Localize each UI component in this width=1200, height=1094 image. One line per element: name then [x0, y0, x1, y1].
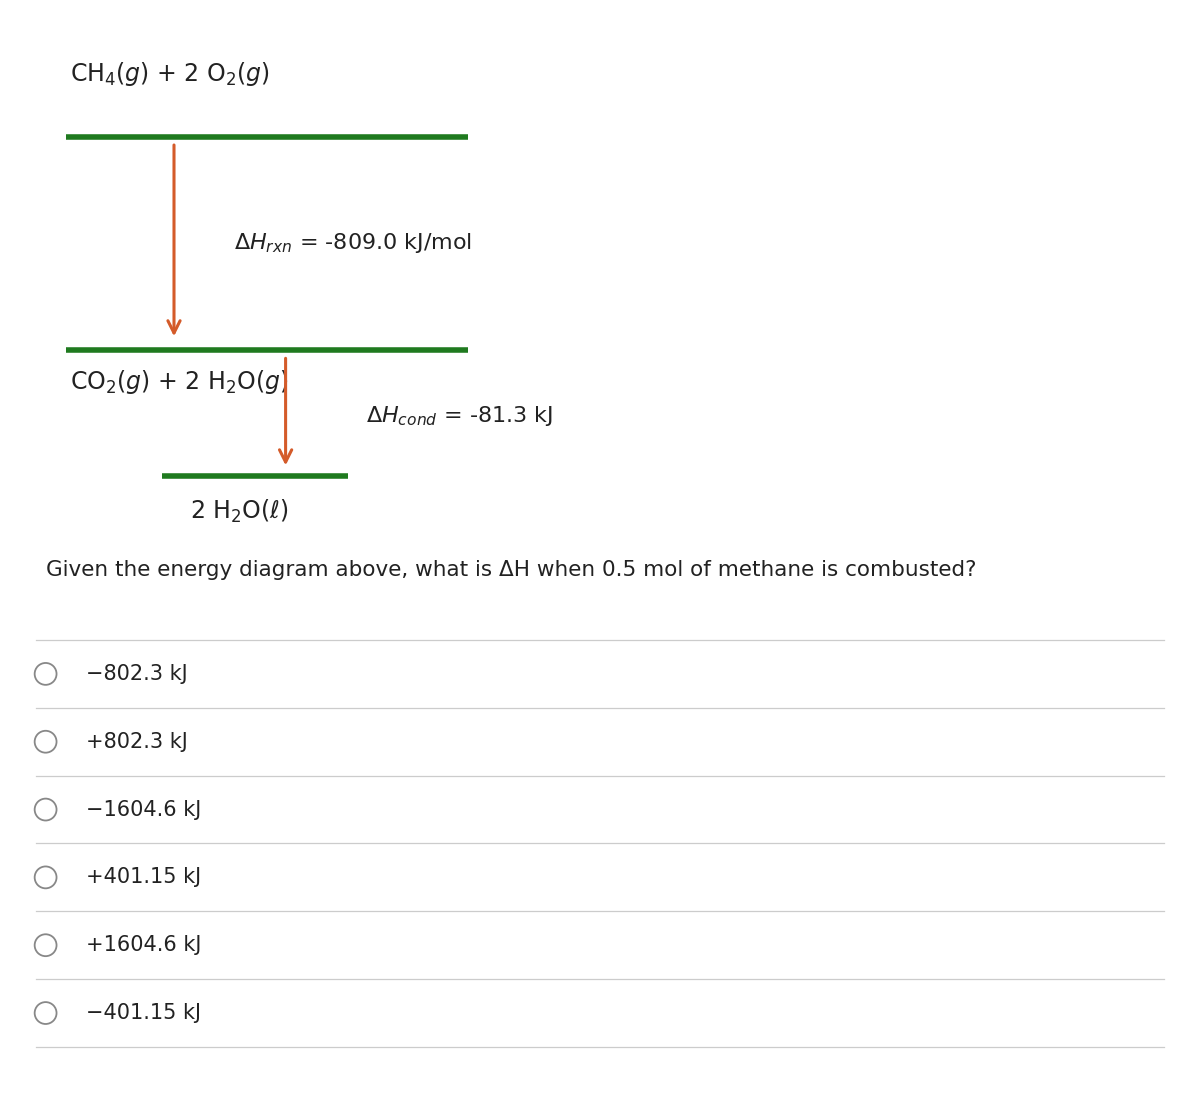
Text: $\Delta H_{\mathit{rxn}}$ = -809.0 kJ/mol: $\Delta H_{\mathit{rxn}}$ = -809.0 kJ/mo…	[234, 231, 472, 255]
Text: $\Delta H_{\mathit{cond}}$ = -81.3 kJ: $\Delta H_{\mathit{cond}}$ = -81.3 kJ	[366, 404, 553, 428]
Text: −1604.6 kJ: −1604.6 kJ	[86, 800, 202, 819]
Text: −401.15 kJ: −401.15 kJ	[86, 1003, 202, 1023]
Text: +802.3 kJ: +802.3 kJ	[86, 732, 188, 752]
Text: CH$_4$($g$) + 2 O$_2$($g$): CH$_4$($g$) + 2 O$_2$($g$)	[70, 59, 270, 88]
Text: −802.3 kJ: −802.3 kJ	[86, 664, 188, 684]
Text: CO$_2$($g$) + 2 H$_2$O($g$): CO$_2$($g$) + 2 H$_2$O($g$)	[70, 368, 288, 396]
Text: +401.15 kJ: +401.15 kJ	[86, 868, 202, 887]
Text: Given the energy diagram above, what is ΔH when 0.5 mol of methane is combusted?: Given the energy diagram above, what is …	[46, 560, 976, 580]
Text: +1604.6 kJ: +1604.6 kJ	[86, 935, 202, 955]
Text: 2 H$_2$O($\ell$): 2 H$_2$O($\ell$)	[190, 498, 288, 525]
